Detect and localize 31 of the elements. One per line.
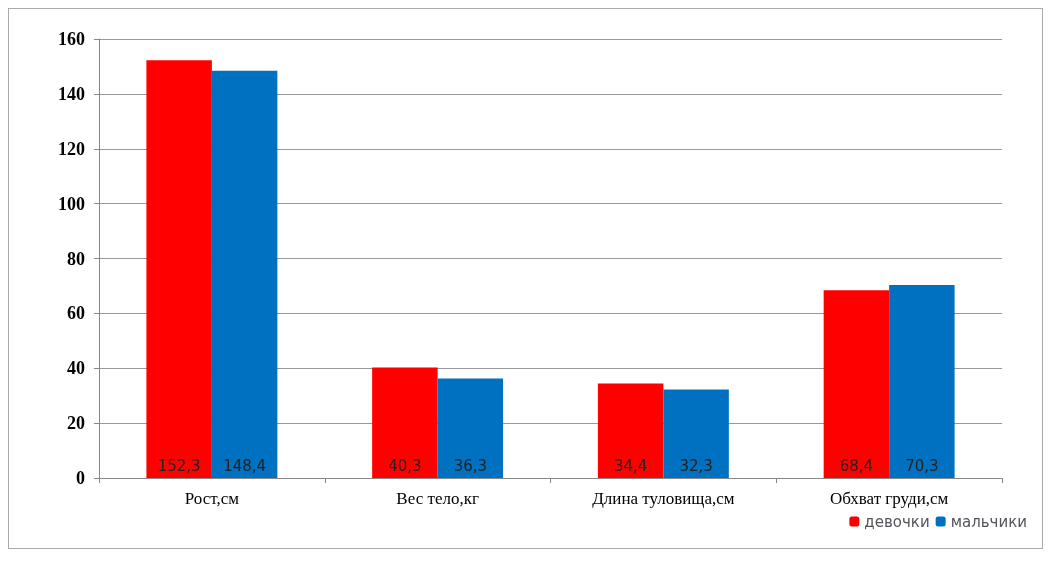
data-label: 152,3	[157, 456, 201, 475]
y-tick-label: 100	[58, 193, 85, 214]
data-label: 68,4	[839, 456, 874, 475]
legend-label: мальчики	[950, 512, 1027, 531]
y-tick-label: 160	[58, 29, 85, 49]
data-label: 148,4	[223, 456, 267, 475]
y-tick-label: 40	[67, 358, 85, 379]
y-tick-label: 60	[67, 303, 85, 324]
y-tick-label: 20	[67, 413, 85, 434]
bar	[372, 367, 438, 478]
bar	[663, 389, 729, 478]
x-tick-label: Рост,см	[184, 489, 240, 508]
y-tick-label: 0	[76, 468, 85, 488]
data-label: 36,3	[453, 456, 488, 475]
bar	[823, 290, 890, 478]
x-tick-label: Обхват груди,см	[829, 489, 949, 508]
bar	[146, 60, 212, 478]
y-tick-label: 140	[58, 83, 85, 104]
bar	[437, 378, 504, 478]
y-tick-label: 80	[67, 248, 85, 269]
x-tick-label: Длина туловища,см	[592, 489, 735, 508]
legend-label: девочки	[864, 512, 930, 531]
x-tick-label: Вес тело,кг	[396, 489, 479, 508]
y-tick-label: 120	[58, 138, 85, 159]
bar	[597, 383, 664, 478]
data-label: 40,3	[388, 456, 422, 475]
data-label: 34,4	[613, 456, 648, 475]
bar	[889, 285, 955, 478]
bar	[211, 70, 278, 478]
data-label: 70,3	[905, 456, 939, 475]
data-label: 32,3	[679, 456, 713, 475]
